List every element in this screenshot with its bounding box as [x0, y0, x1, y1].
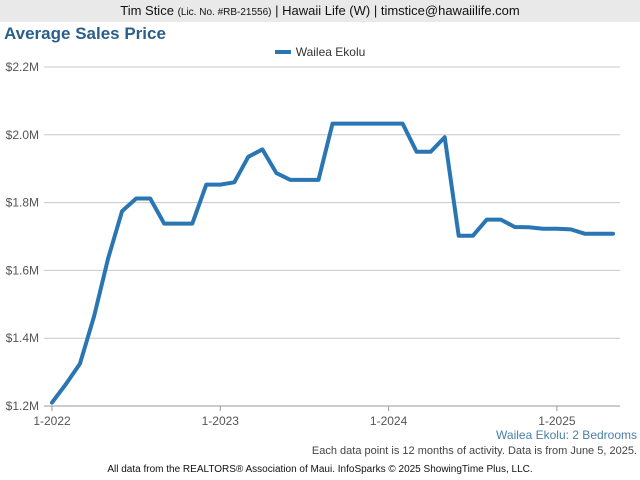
data-point	[106, 256, 110, 261]
y-tick-label: $1.8M	[6, 196, 39, 210]
data-note: Each data point is 12 months of activity…	[311, 445, 637, 457]
chart-legend[interactable]: Wailea Ekolu	[0, 45, 640, 59]
series-line	[50, 121, 615, 405]
data-point	[288, 178, 293, 182]
data-point	[78, 362, 82, 366]
data-point	[513, 225, 517, 229]
y-tick-label: $2.0M	[6, 128, 39, 142]
data-point	[134, 196, 138, 201]
source-footer: All data from the REALTORS® Association …	[107, 464, 533, 475]
data-point	[232, 180, 236, 184]
data-point	[485, 217, 489, 222]
data-point	[372, 122, 377, 126]
data-point	[541, 227, 545, 231]
x-tick-label: 1-2022	[33, 414, 71, 428]
data-point	[611, 232, 615, 236]
agency-contact: | Hawaii Life (W) | timstice@hawaiilife.…	[275, 3, 520, 18]
x-tick-label: 1-2023	[202, 414, 240, 428]
chart-subtitle: Wailea Ekolu: 2 Bedrooms	[496, 428, 637, 442]
data-point	[190, 222, 194, 226]
data-point	[260, 147, 264, 151]
y-tick-label: $1.4M	[6, 331, 39, 345]
data-point	[64, 382, 68, 386]
data-point	[120, 209, 124, 213]
y-tick-label: $2.2M	[6, 60, 39, 74]
data-point	[330, 122, 335, 126]
y-tick-label: $1.6M	[6, 263, 39, 277]
data-point	[443, 135, 447, 139]
data-point	[597, 232, 601, 236]
data-point	[246, 155, 250, 159]
data-point	[316, 178, 321, 182]
data-point	[401, 122, 405, 126]
data-point	[499, 217, 503, 222]
legend-label: Wailea Ekolu	[295, 45, 366, 59]
data-point	[176, 222, 180, 226]
data-point	[527, 225, 531, 229]
data-point	[583, 232, 587, 236]
data-point	[218, 183, 222, 187]
legend-swatch	[274, 49, 291, 54]
data-point	[358, 122, 363, 126]
data-point	[204, 183, 208, 187]
data-point	[429, 150, 433, 154]
data-point	[148, 196, 152, 201]
data-point	[274, 171, 278, 175]
data-point	[387, 122, 391, 126]
agent-name: Tim Stice	[120, 3, 174, 18]
x-tick-label: 1-2024	[370, 414, 408, 428]
data-point	[92, 314, 96, 318]
data-point	[50, 401, 54, 405]
y-tick-label: $1.2M	[6, 399, 39, 413]
data-point	[555, 227, 559, 231]
header-bar: Tim Stice (Lic. No. #RB-21556) | Hawaii …	[0, 0, 640, 22]
data-point	[162, 222, 166, 226]
license-number: (Lic. No. #RB-21556)	[177, 7, 272, 18]
data-point	[344, 122, 349, 126]
data-point	[302, 178, 307, 182]
data-point	[415, 150, 419, 154]
data-point	[569, 227, 573, 231]
data-point	[471, 234, 475, 238]
x-tick-label: 1-2025	[538, 414, 576, 428]
data-point	[457, 234, 461, 238]
chart-title: Average Sales Price	[4, 24, 166, 43]
